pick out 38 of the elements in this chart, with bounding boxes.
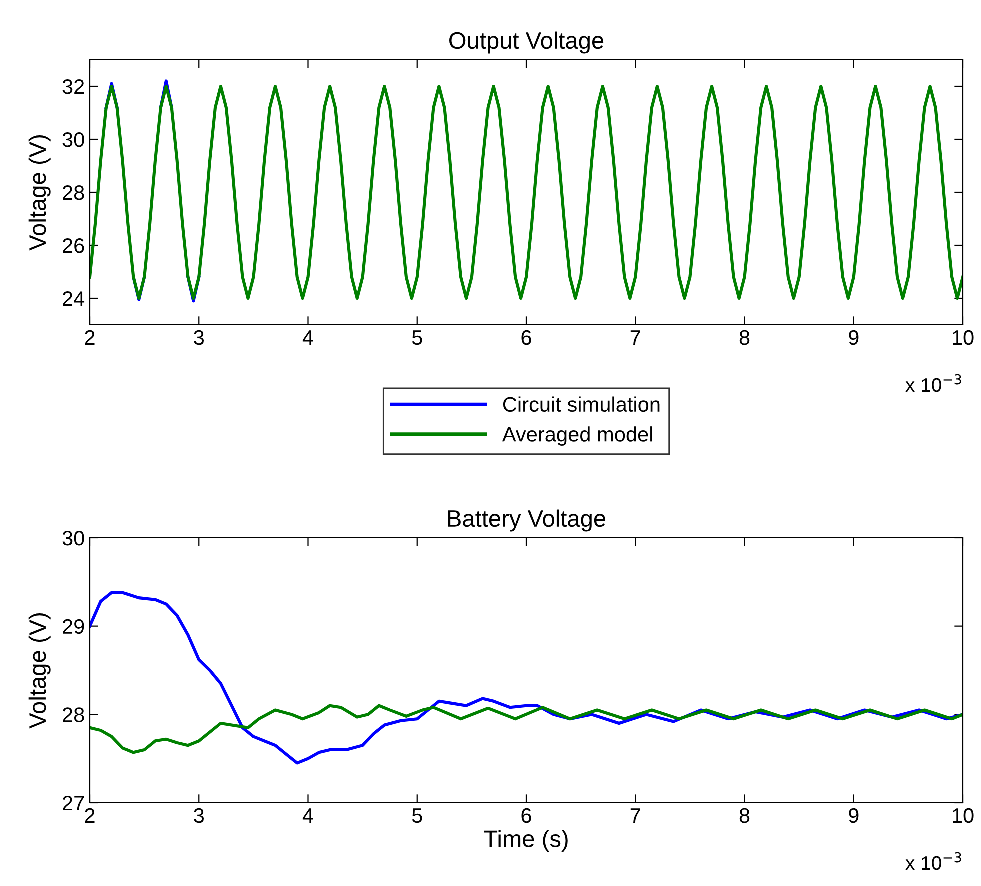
chart-title: Battery Voltage (448, 510, 606, 532)
x-axis-title: Time (s) (484, 830, 568, 852)
x-tick-label: 2 (85, 330, 95, 345)
line-series (90, 84, 963, 300)
x-tick-label: 6 (522, 808, 532, 824)
y-tick-label: 24 (63, 292, 85, 306)
x-tick-label: 7 (630, 808, 640, 823)
x-tick-label: 5 (412, 808, 422, 824)
x-tick-label: 3 (194, 330, 204, 346)
x-tick-label: 7 (630, 330, 640, 345)
x-tick-label: 6 (522, 330, 532, 346)
line-series (90, 704, 963, 754)
x-tick-label: 10 (953, 330, 974, 346)
x-tick-label: 4 (302, 808, 314, 823)
y-tick-label: 28 (63, 708, 84, 722)
text: x 10$^{−3}$ (906, 852, 962, 870)
y-tick-label: 32 (62, 80, 84, 94)
y-axis-title: Voltage (V) (28, 136, 51, 251)
legend-label: Circuit simulation (503, 396, 660, 412)
y-tick-label: 26 (63, 238, 84, 254)
legend-label: Averaged model (502, 426, 652, 446)
y-axis-title: Voltage (V) (28, 614, 51, 729)
x-tick-label: 3 (194, 808, 204, 824)
text: x 10$^{−3}$ (906, 374, 962, 392)
x-tick-label: 8 (740, 808, 750, 824)
x-tick-label: 2 (85, 808, 95, 823)
chart-title: Output Voltage (450, 32, 604, 54)
y-tick-label: 30 (62, 132, 84, 148)
y-tick-label: 28 (63, 186, 84, 200)
x-tick-label: 5 (412, 330, 422, 346)
y-tick-label: 29 (63, 619, 84, 634)
y-tick-label: 30 (62, 531, 84, 546)
x-tick-label: 10 (953, 808, 974, 824)
x-tick-label: 4 (302, 330, 314, 345)
x-tick-label: 9 (849, 808, 859, 824)
x-tick-label: 8 (740, 330, 750, 346)
x-tick-label: 9 (849, 330, 859, 346)
y-tick-label: 27 (63, 796, 84, 811)
